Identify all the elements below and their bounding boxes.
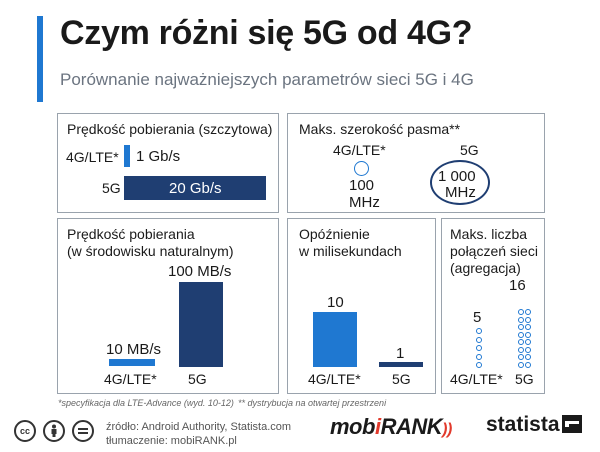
statista-logo: statista	[486, 413, 560, 436]
bar-5g	[179, 282, 223, 367]
connection-dot	[518, 339, 524, 346]
mobirank-wave-icon: ))	[442, 421, 452, 438]
dot-column-4g	[474, 326, 484, 368]
value-label-5g-number: 1 000	[438, 168, 476, 185]
category-label-5g: 5G	[460, 142, 479, 158]
dot-column-5g	[516, 279, 536, 368]
connection-dot	[525, 309, 531, 316]
page-subtitle: Porównanie najważniejszych parametrów si…	[60, 70, 474, 89]
connection-dot	[476, 353, 482, 360]
bar-5g	[124, 176, 266, 200]
bar-4g	[313, 312, 357, 367]
value-label-4g: 10 MB/s	[106, 341, 162, 358]
footnote-lte: *specyfikacja dla LTE-Advance (wyd. 10-1…	[58, 398, 234, 408]
connection-dot	[518, 354, 524, 361]
bubble-5g	[430, 160, 490, 205]
category-label-4g: 4G/LTE*	[450, 371, 503, 387]
statista-icon	[562, 415, 582, 433]
connection-dot	[525, 339, 531, 346]
category-label-5g: 5G	[515, 371, 534, 387]
panel-title: Prędkość pobierania (szczytowa)	[67, 121, 273, 137]
connection-dot	[476, 336, 482, 343]
page-title: Czym różni się 5G od 4G?	[60, 14, 473, 52]
connection-dot	[518, 362, 524, 368]
category-label-4g: 4G/LTE*	[104, 371, 157, 387]
connection-dot	[525, 354, 531, 361]
panel-connections: Maks. liczba połączeń sieci (agregacja) …	[441, 218, 545, 394]
category-label-5g: 5G	[188, 371, 207, 387]
connection-dot	[476, 345, 482, 351]
value-label-4g: 1 Gb/s	[136, 148, 181, 165]
category-label-5g: 5G	[102, 180, 121, 196]
value-label-4g: 5	[473, 309, 482, 326]
connection-dot	[525, 331, 531, 338]
panel-title-line1: Maks. liczba	[450, 226, 528, 242]
value-label-5g: 100 MB/s	[168, 263, 232, 280]
value-label-5g-unit: MHz	[445, 184, 476, 201]
connection-dot	[525, 316, 531, 323]
panel-title-line2: połączeń sieci	[450, 243, 538, 259]
panel-peak-speed: Prędkość pobierania (szczytowa) 4G/LTE* …	[57, 113, 279, 213]
panel-title-line1: Opóźnienie	[299, 226, 370, 242]
bar-4g	[109, 359, 155, 366]
value-label-5g: 16	[509, 277, 526, 294]
bubble-4g	[354, 161, 369, 176]
value-label-4g-number: 100	[349, 177, 375, 194]
panel-latency: Opóźnienie w milisekundach 10 1 4G/LTE* …	[287, 218, 436, 394]
connection-dot	[525, 362, 531, 368]
connection-dot	[476, 362, 482, 368]
panel-title-line2: w milisekundach	[299, 243, 402, 259]
category-label-4g: 4G/LTE*	[333, 142, 386, 158]
value-label-4g: 10	[327, 294, 344, 311]
title-accent-bar	[37, 16, 43, 102]
bar-4g	[124, 145, 130, 167]
connection-dot	[518, 316, 524, 323]
category-label-5g: 5G	[392, 371, 411, 387]
connection-dot	[525, 346, 531, 353]
panel-title-line3: (agregacja)	[450, 260, 521, 276]
connection-dot	[518, 331, 524, 338]
source-line: źródło: Android Authority, Statista.com	[106, 421, 292, 433]
cc-icon: cc	[14, 420, 36, 442]
category-label-4g: 4G/LTE*	[308, 371, 361, 387]
category-label-4g: 4G/LTE*	[66, 149, 119, 165]
panel-bandwidth: Maks. szerokość pasma** 4G/LTE* 100 MHz …	[287, 113, 545, 213]
connection-dot	[476, 328, 482, 334]
translation-line: tłumaczenie: mobiRANK.pl	[106, 435, 237, 447]
panel-title-line1: Prędkość pobierania	[67, 226, 195, 242]
connection-dot	[518, 309, 524, 316]
footnote-distribution: ** dystrybucja na otwartej przestrzeni	[238, 398, 387, 408]
bar-5g	[379, 362, 423, 367]
panel-title: Maks. szerokość pasma**	[299, 121, 461, 137]
connection-dot	[525, 324, 531, 331]
by-icon	[43, 420, 65, 442]
panel-title-line2: (w środowisku naturalnym)	[67, 243, 234, 259]
connection-dot	[518, 346, 524, 353]
mobirank-logo: mobiRANK))	[330, 414, 452, 439]
value-label-5g: 20 Gb/s	[169, 180, 222, 197]
value-label-5g: 1	[396, 345, 405, 362]
nd-icon	[72, 420, 94, 442]
connection-dot	[518, 324, 524, 331]
value-label-4g-unit: MHz	[349, 194, 380, 211]
panel-natural-speed: Prędkość pobierania (w środowisku natura…	[57, 218, 279, 394]
